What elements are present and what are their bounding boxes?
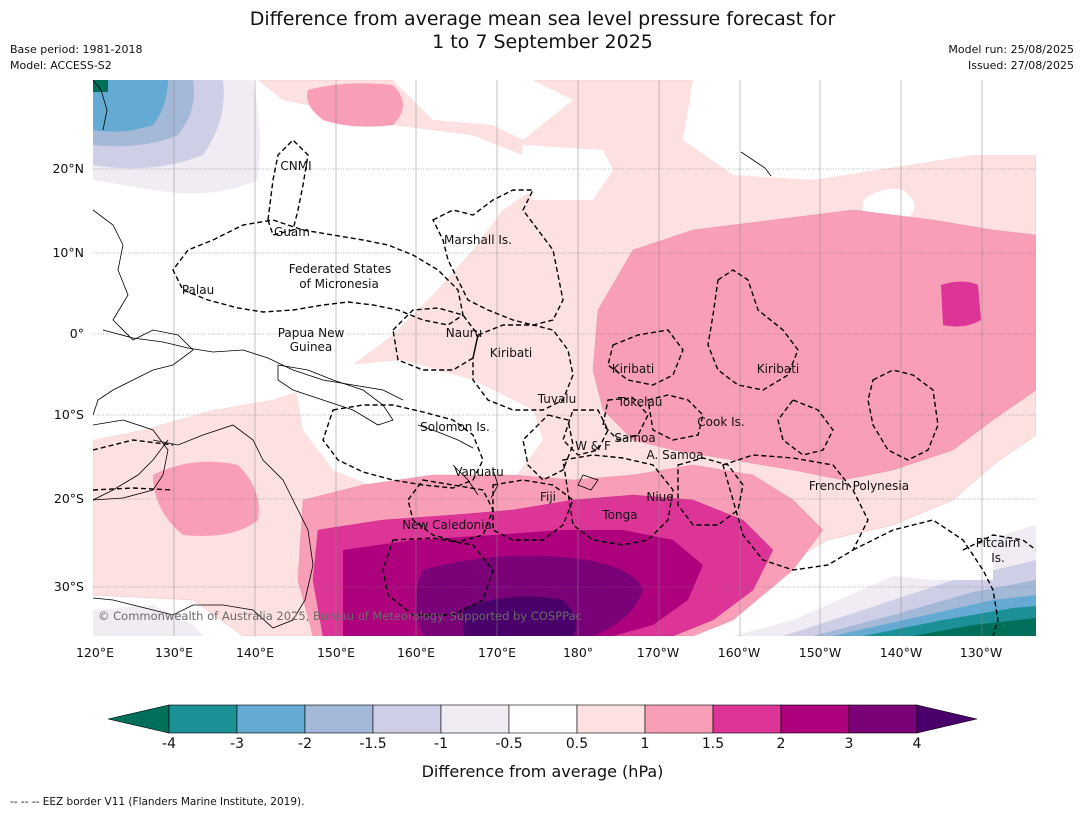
lon-label-130w: 130°W [959, 645, 1003, 660]
colorbar-tick-7: 0.5 [565, 736, 589, 752]
lat-label-10s: 10°S [53, 407, 84, 422]
label-png-2: Guinea [290, 340, 333, 354]
colorbar-tick-11: 3 [844, 736, 854, 752]
label-kiribati-w: Kiribati [490, 346, 532, 360]
colorbar-tick-2: -3 [230, 736, 244, 752]
lat-label-10n: 10°N [52, 245, 84, 260]
lon-label-140e: 140°E [235, 645, 274, 660]
colorbar-tick-12: 4 [912, 736, 922, 752]
label-newcal: New Caledonia [402, 518, 492, 532]
colorbar-tick-4: -1.5 [359, 736, 387, 752]
colorbar-tick-8: 1 [640, 736, 650, 752]
colorbar-tick-9: 1.5 [701, 736, 725, 752]
eez-footnote: -- -- -- EEZ border V11 (Flanders Marine… [10, 796, 305, 808]
lon-label-140w: 140°W [879, 645, 923, 660]
meta-right: Model run: 25/08/2025 Issued: 27/08/2025 [948, 42, 1074, 74]
colorbar-seg-4 [372, 704, 442, 734]
colorbar-seg-9 [712, 704, 782, 734]
lat-label-20s: 20°S [53, 491, 84, 506]
label-tokelau: Tokelau [617, 395, 663, 409]
contour-pink-north [307, 83, 403, 127]
map-title: Difference from average mean sea level p… [0, 8, 1085, 54]
label-cook: Cook Is. [697, 415, 744, 429]
lon-label-150w: 150°W [798, 645, 842, 660]
lat-label-0: 0° [69, 326, 84, 341]
label-tonga: Tonga [601, 508, 637, 522]
label-marshall: Marshall Is. [444, 233, 512, 247]
contour-dark-purple [463, 596, 577, 636]
label-fiji: Fiji [540, 490, 556, 504]
colorbar-cap-high [916, 704, 978, 734]
colorbar-tick-3: -2 [298, 736, 312, 752]
lon-label-170w: 170°W [636, 645, 680, 660]
lat-label-20n: 20°N [52, 161, 84, 176]
colorbar-tick-10: 2 [776, 736, 786, 752]
base-period: Base period: 1981-2018 [10, 43, 143, 56]
colorbar-seg-5 [440, 704, 510, 734]
label-fsm-1: Federated States [289, 262, 391, 276]
title-line-2: 1 to 7 September 2025 [432, 31, 653, 53]
label-solomon: Solomon Is. [420, 420, 490, 434]
colorbar [108, 704, 978, 734]
lon-label-170e: 170°E [477, 645, 516, 660]
colorbar-seg-7 [576, 704, 646, 734]
label-nauru: Nauru [446, 326, 482, 340]
colorbar-tick-6: -0.5 [495, 736, 523, 752]
label-fsm-2: of Micronesia [299, 277, 379, 291]
model-run: Model run: 25/08/2025 [948, 43, 1074, 56]
copyright-notice: © Commonwealth of Australia 2025, Bureau… [98, 609, 582, 623]
label-pitcairn-1: Pitcairn [976, 536, 1021, 550]
colorbar-tick-5: -1 [434, 736, 448, 752]
colorbar-seg-11 [848, 704, 918, 734]
lon-label-160e: 160°E [396, 645, 435, 660]
issued-date: Issued: 27/08/2025 [967, 59, 1074, 72]
lon-label-180: 180° [562, 645, 594, 660]
model-name: Model: ACCESS-S2 [10, 59, 112, 72]
colorbar-seg-2 [236, 704, 306, 734]
pressure-anomaly-map: CNMI Guam Marshall Is. Federated States … [93, 80, 1036, 636]
lon-label-150e: 150°E [316, 645, 355, 660]
lon-label-120e: 120°E [75, 645, 114, 660]
label-cnmi: CNMI [280, 159, 311, 173]
label-vanuatu: Vanuatu [454, 465, 504, 479]
colorbar-seg-10 [780, 704, 850, 734]
label-kiribati-c: Kiribati [612, 362, 654, 376]
label-tuvalu: Tuvalu [537, 392, 577, 406]
label-guam: Guam [274, 225, 310, 239]
label-palau: Palau [182, 283, 214, 297]
colorbar-seg-8 [644, 704, 714, 734]
label-png-1: Papua New [278, 326, 345, 340]
colorbar-seg-6 [508, 704, 578, 734]
eez-borders [93, 139, 1036, 636]
label-samoa: Samoa [614, 431, 655, 445]
label-kiribati-e: Kiribati [757, 362, 799, 376]
lon-label-160w: 160°W [717, 645, 761, 660]
colorbar-seg-3 [304, 704, 374, 734]
lat-label-30s: 30°S [53, 579, 84, 594]
colorbar-label: Difference from average (hPa) [421, 762, 664, 781]
label-fp: French Polynesia [809, 479, 909, 493]
lon-label-130e: 130°E [154, 645, 193, 660]
colorbar-tick-1: -4 [162, 736, 176, 752]
meta-left: Base period: 1981-2018 Model: ACCESS-S2 [10, 42, 142, 74]
label-pitcairn-2: Is. [991, 551, 1005, 565]
label-asamoa: A. Samoa [647, 448, 704, 462]
colorbar-cap-low [108, 704, 170, 734]
contour-magenta-east [941, 281, 981, 327]
coastlines [93, 80, 772, 629]
colorbar-seg-1 [168, 704, 238, 734]
label-wf: W & F [575, 439, 611, 453]
graticule [173, 80, 983, 636]
title-line-1: Difference from average mean sea level p… [249, 8, 836, 30]
label-niue: Niue [646, 490, 673, 504]
